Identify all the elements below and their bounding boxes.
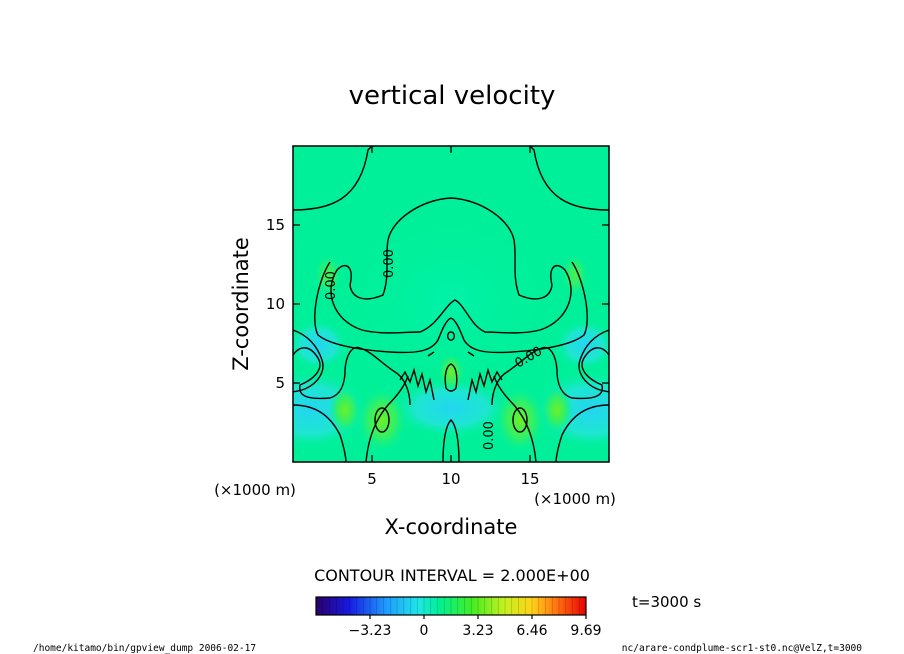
contour-right-loop — [512, 407, 528, 433]
colorbar-tick-label: 9.69 — [570, 623, 601, 639]
y-axis-unit: (×1000 m) — [214, 481, 296, 499]
contour-left-jagged — [399, 367, 435, 401]
contour-label-top-vertical: 0.00 — [382, 249, 397, 278]
contour-center-small — [447, 331, 455, 341]
heatmap-blob-cyan-upper-left — [293, 320, 348, 370]
contour-left-lower — [293, 404, 347, 462]
contour-label-left-vertical: 0.00 — [324, 271, 339, 300]
y-tick-label: 15 — [266, 216, 285, 234]
contour-left-inner-low — [365, 375, 409, 462]
footer-left: /home/kitamo/bin/gpview_dump 2006-02-17 — [33, 643, 256, 654]
contour-left-arm — [314, 261, 452, 354]
heatmap-blob-green-left-mid — [314, 253, 342, 297]
contour-right-jagged — [467, 367, 503, 401]
contour-right-lower — [555, 404, 609, 462]
x-axis-title: X-coordinate — [385, 515, 518, 539]
y-axis-ticks: 5 10 15 — [266, 216, 609, 392]
contour-right-inner-low — [493, 375, 537, 462]
contour-lines — [293, 146, 609, 462]
colorbar-ticks: −3.23 0 3.23 6.46 9.69 — [349, 615, 602, 639]
x-axis-ticks: 5 10 15 — [367, 146, 540, 488]
contour-right-arm — [450, 261, 588, 354]
heatmap-blob-green-left — [356, 386, 408, 454]
chart-title: vertical velocity — [349, 81, 556, 111]
colorbar-tick-label: 6.46 — [516, 623, 547, 639]
contour-left-outer — [293, 346, 411, 406]
x-axis-unit: (×1000 m) — [534, 490, 616, 508]
contour-label-lower-vertical: 0.00 — [482, 421, 497, 450]
contour-left-tick — [427, 351, 435, 357]
colorbar-tick-label: 3.23 — [462, 623, 493, 639]
heatmap-field — [293, 146, 609, 462]
y-tick-label: 5 — [275, 374, 285, 392]
contour-far-left — [293, 329, 324, 393]
heatmap-blob-light — [341, 210, 561, 390]
x-tick-label: 5 — [367, 470, 377, 488]
contour-center-bulb — [444, 363, 458, 392]
footer-right: nc/arare-condplume-scr1-st0.nc@VelZ,t=30… — [622, 643, 862, 654]
colorbar-stripes — [322, 597, 580, 615]
x-tick-label: 10 — [441, 470, 460, 488]
contour-left-loop — [374, 407, 390, 433]
heatmap-blob-green-far-right — [541, 386, 573, 434]
heatmap-blob-cyan-center — [391, 378, 511, 438]
contour-top-right — [529, 146, 609, 211]
time-label: t=3000 s — [632, 593, 701, 611]
heatmap-blob-cyan-upper-right — [555, 320, 609, 370]
colorbar — [315, 596, 587, 616]
heatmap-blob-green-right-mid — [561, 253, 589, 297]
contour-far-right — [578, 329, 609, 393]
y-tick-label: 10 — [266, 295, 285, 313]
colorbar-tick-label: 0 — [420, 623, 429, 639]
y-axis-title: Z-coordinate — [229, 237, 253, 371]
colorbar-tick-label: −3.23 — [349, 623, 392, 639]
contour-top-left — [293, 146, 373, 211]
heatmap-blob-green-far-left — [329, 386, 361, 434]
contour-mushroom-cap — [330, 197, 572, 334]
contour-right-tick — [467, 351, 475, 357]
heatmap-blob-green-center — [437, 352, 465, 392]
heatmap-blob-green-right — [494, 386, 546, 454]
x-tick-label: 15 — [520, 470, 539, 488]
contour-interval-text: CONTOUR INTERVAL = 2.000E+00 — [314, 566, 590, 585]
contour-right-outer — [491, 346, 609, 406]
contour-center-column — [442, 419, 460, 462]
